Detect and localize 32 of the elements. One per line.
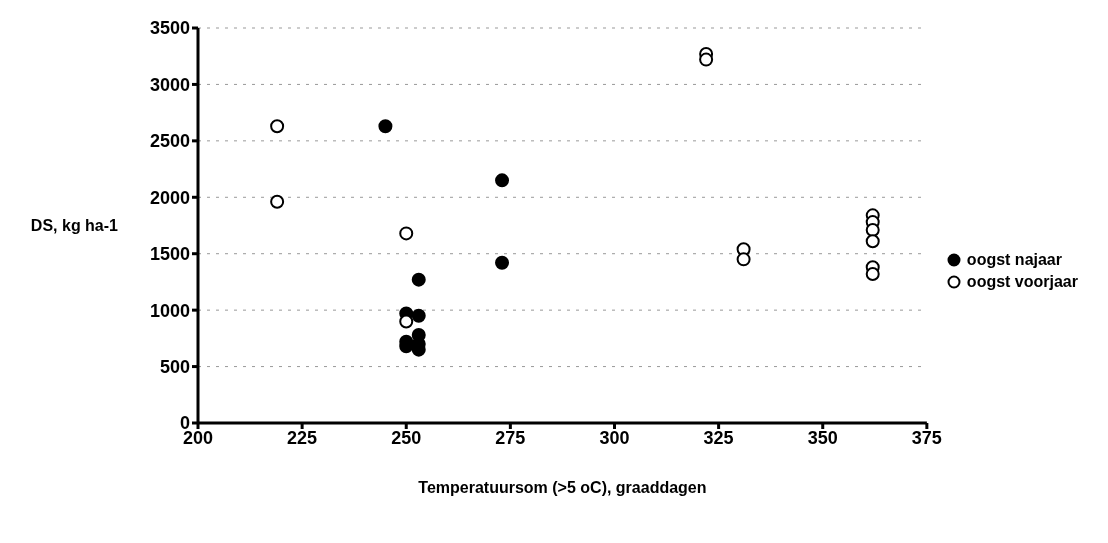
- point: [270, 194, 285, 209]
- point: [736, 252, 751, 267]
- y-tick-label: 500: [159, 356, 190, 377]
- y-axis-title: DS, kg ha-1: [30, 217, 119, 235]
- point: [865, 267, 880, 282]
- x-tick-label: 275: [495, 427, 526, 448]
- legend-label: oogst najaar: [966, 250, 1062, 269]
- point: [399, 226, 414, 241]
- point: [865, 223, 880, 238]
- point: [399, 314, 414, 329]
- x-tick-label: 225: [287, 427, 318, 448]
- y-tick-label: 1500: [149, 244, 190, 265]
- legend-label: oogst voorjaar: [966, 272, 1078, 291]
- point: [865, 234, 880, 249]
- point: [495, 255, 510, 270]
- y-tick-label: 3500: [149, 18, 190, 39]
- y-tick-label: 3000: [149, 74, 190, 95]
- point: [411, 308, 426, 323]
- y-tick-label: 1000: [149, 300, 190, 321]
- y-tick-label: 2000: [149, 187, 190, 208]
- x-tick-label: 250: [391, 427, 422, 448]
- point: [378, 119, 393, 134]
- x-tick-label: 300: [599, 427, 630, 448]
- point: [699, 52, 714, 67]
- x-tick-label: 375: [911, 427, 942, 448]
- point: [270, 119, 285, 134]
- y-tick-label: 2500: [149, 131, 190, 152]
- x-axis-title: Temperatuursom (>5 oC), graaddagen: [418, 479, 707, 496]
- point: [411, 272, 426, 287]
- x-tick-label: 325: [703, 427, 734, 448]
- x-tick-label: 350: [807, 427, 838, 448]
- point: [495, 173, 510, 188]
